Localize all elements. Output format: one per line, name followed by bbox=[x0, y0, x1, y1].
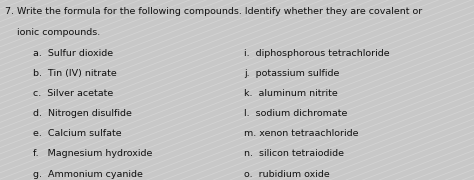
Text: ionic compounds.: ionic compounds. bbox=[5, 28, 100, 37]
Text: 7. Write the formula for the following compounds. Identify whether they are cova: 7. Write the formula for the following c… bbox=[5, 7, 422, 16]
Text: j.  potassium sulfide: j. potassium sulfide bbox=[244, 69, 339, 78]
Text: n.  silicon tetraiodide: n. silicon tetraiodide bbox=[244, 149, 344, 158]
Text: b.  Tin (IV) nitrate: b. Tin (IV) nitrate bbox=[33, 69, 117, 78]
Text: d.  Nitrogen disulfide: d. Nitrogen disulfide bbox=[33, 109, 132, 118]
Text: e.  Calcium sulfate: e. Calcium sulfate bbox=[33, 129, 122, 138]
Text: m. xenon tetraachloride: m. xenon tetraachloride bbox=[244, 129, 359, 138]
Text: a.  Sulfur dioxide: a. Sulfur dioxide bbox=[33, 49, 113, 58]
Text: l.  sodium dichromate: l. sodium dichromate bbox=[244, 109, 347, 118]
Text: g.  Ammonium cyanide: g. Ammonium cyanide bbox=[33, 170, 143, 179]
Text: k.  aluminum nitrite: k. aluminum nitrite bbox=[244, 89, 338, 98]
Text: c.  Silver acetate: c. Silver acetate bbox=[33, 89, 113, 98]
Text: f.   Magnesium hydroxide: f. Magnesium hydroxide bbox=[33, 149, 153, 158]
Text: i.  diphosphorous tetrachloride: i. diphosphorous tetrachloride bbox=[244, 49, 390, 58]
Text: o.  rubidium oxide: o. rubidium oxide bbox=[244, 170, 330, 179]
